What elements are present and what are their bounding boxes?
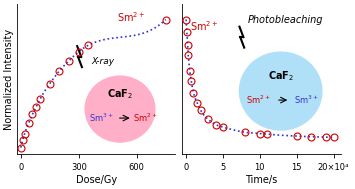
Text: Sm$^{3+}$: Sm$^{3+}$ [88, 112, 113, 124]
Text: Sm$^{2+}$: Sm$^{2+}$ [246, 94, 271, 106]
Circle shape [85, 76, 155, 142]
Text: Sm$^{2+}$: Sm$^{2+}$ [133, 112, 158, 124]
X-axis label: Dose/Gy: Dose/Gy [76, 175, 117, 185]
Text: X-ray: X-ray [92, 57, 115, 66]
Text: Sm$^{2+}$: Sm$^{2+}$ [190, 19, 219, 33]
Text: Sm$^{3+}$: Sm$^{3+}$ [294, 94, 318, 106]
Circle shape [240, 52, 322, 130]
Text: Sm$^{2+}$: Sm$^{2+}$ [117, 10, 145, 24]
Text: CaF$_2$: CaF$_2$ [107, 87, 133, 101]
Text: Photobleaching: Photobleaching [248, 15, 323, 25]
X-axis label: Time/s: Time/s [246, 175, 278, 185]
Y-axis label: Normalized Intensity: Normalized Intensity [4, 29, 14, 130]
Text: CaF$_2$: CaF$_2$ [268, 69, 294, 83]
